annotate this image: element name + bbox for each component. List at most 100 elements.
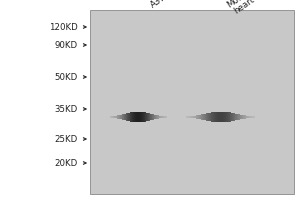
Bar [234,113,235,121]
Bar [227,112,228,122]
Bar [233,113,234,121]
Bar [164,116,165,118]
Bar [221,112,222,122]
Bar [151,114,152,120]
Bar [90,10,294,194]
Bar [226,112,227,122]
Bar [253,116,254,118]
Bar [119,115,120,119]
Bar [203,114,204,120]
Bar [231,113,232,121]
Text: 90KD: 90KD [55,40,78,49]
Bar [207,113,208,121]
Bar [208,113,209,121]
Bar [143,112,144,122]
Bar [121,115,122,119]
Bar [113,116,114,118]
Bar [212,112,213,122]
Bar [134,112,135,122]
Bar [149,113,150,121]
Text: A375: A375 [148,0,172,9]
Bar [150,114,151,120]
Bar [246,116,247,118]
Bar [156,115,157,119]
Bar [225,112,226,122]
Bar [200,115,201,119]
Text: Mouse
heart: Mouse heart [225,0,259,17]
Bar [210,113,211,121]
Bar [245,115,246,119]
Bar [193,116,194,118]
Bar [114,116,115,118]
Text: 35KD: 35KD [55,104,78,114]
Bar [136,112,137,122]
Bar [116,116,117,118]
Bar [243,115,244,119]
Bar [237,114,238,120]
Bar [122,114,123,120]
Bar [127,113,128,121]
Bar [249,116,250,118]
Bar [232,113,233,121]
Bar [229,112,230,122]
Bar [211,112,212,122]
Bar [218,112,219,122]
Bar [118,115,119,119]
Bar [202,114,203,120]
Bar [147,113,148,121]
Bar [161,116,162,118]
Bar [146,113,147,121]
Bar [154,115,155,119]
Bar [202,114,203,120]
Bar [166,116,167,118]
Bar [224,112,225,122]
Bar [136,112,137,122]
Bar [154,115,155,119]
Bar [163,116,164,118]
Bar [135,112,136,122]
Bar [125,114,126,120]
Bar [217,112,218,122]
Bar [162,116,163,118]
Bar [117,115,118,119]
Bar [187,116,188,118]
Bar [252,116,253,118]
Bar [197,115,198,119]
Bar [222,112,223,122]
Bar [240,115,241,119]
Bar [238,114,239,120]
Bar [137,112,138,122]
Bar [115,116,116,118]
Bar [126,113,127,121]
Bar [186,116,187,118]
Bar [251,116,252,118]
Bar [247,116,248,118]
Bar [110,116,111,118]
Bar [219,112,220,122]
Bar [158,115,159,119]
Text: 25KD: 25KD [55,134,78,144]
Bar [239,114,240,120]
Bar [133,112,134,122]
Bar [165,116,166,118]
Bar [223,112,224,122]
Bar [145,112,146,122]
Bar [123,114,124,120]
Bar [192,116,193,118]
Text: 20KD: 20KD [55,158,78,168]
Bar [228,112,229,122]
Bar [248,116,249,118]
Bar [196,115,197,119]
Bar [204,114,205,120]
Bar [131,112,132,122]
Bar [230,112,231,122]
Bar [139,112,140,122]
Bar [195,116,196,118]
Bar [112,116,113,118]
Bar [160,116,161,118]
Bar [189,116,190,118]
Bar [190,116,191,118]
Bar [213,112,214,122]
Bar [142,112,143,122]
Bar [235,113,236,121]
